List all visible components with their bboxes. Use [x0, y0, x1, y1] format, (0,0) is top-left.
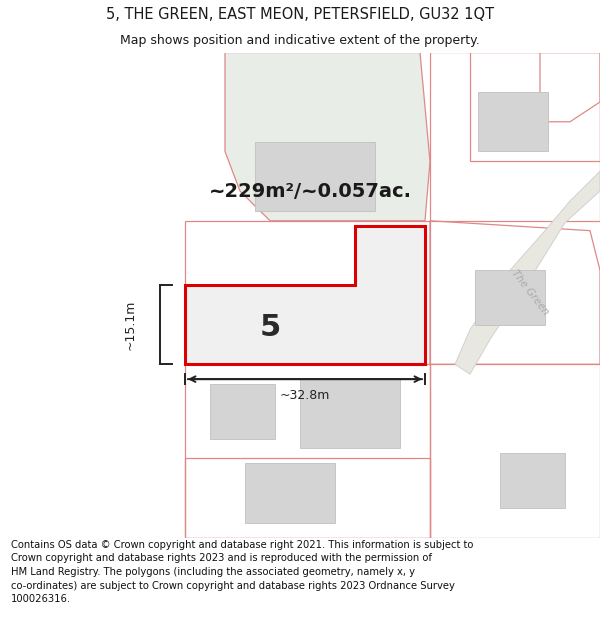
Text: The Green: The Green	[509, 268, 551, 316]
Text: Map shows position and indicative extent of the property.: Map shows position and indicative extent…	[120, 34, 480, 48]
Bar	[210, 384, 275, 439]
Bar	[245, 463, 335, 522]
Bar	[300, 379, 400, 448]
Text: 5: 5	[259, 313, 281, 342]
Text: Contains OS data © Crown copyright and database right 2021. This information is : Contains OS data © Crown copyright and d…	[11, 540, 473, 604]
Text: ~32.8m: ~32.8m	[280, 389, 330, 402]
Bar	[500, 453, 565, 508]
Polygon shape	[225, 52, 430, 221]
Text: 5, THE GREEN, EAST MEON, PETERSFIELD, GU32 1QT: 5, THE GREEN, EAST MEON, PETERSFIELD, GU…	[106, 8, 494, 22]
Bar	[478, 92, 548, 151]
Text: ~15.1m: ~15.1m	[124, 299, 137, 350]
Polygon shape	[455, 171, 600, 374]
Text: ~229m²/~0.057ac.: ~229m²/~0.057ac.	[209, 182, 412, 201]
Bar	[475, 270, 545, 325]
Bar	[255, 142, 375, 211]
Polygon shape	[185, 226, 425, 364]
